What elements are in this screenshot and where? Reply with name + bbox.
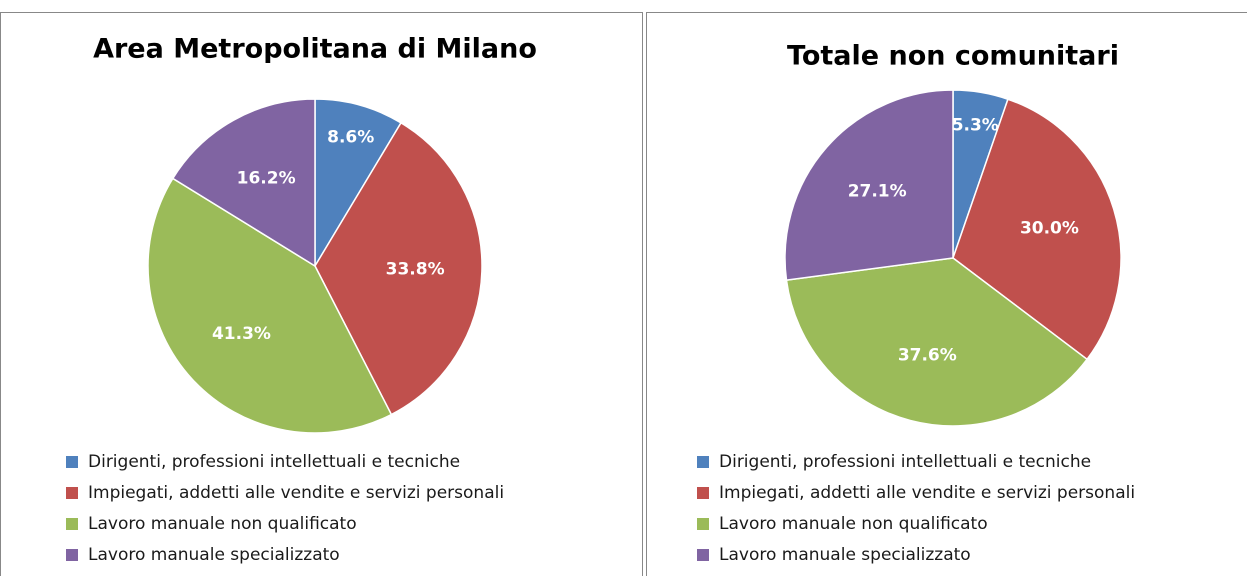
value-label: 30.0% bbox=[1020, 219, 1079, 239]
legend-swatch bbox=[697, 518, 709, 530]
legend-swatch bbox=[66, 518, 78, 530]
pie-slice bbox=[314, 98, 403, 269]
legend-label: Lavoro manuale non qualificato bbox=[88, 514, 357, 534]
legend-label: Impiegati, addetti alle vendite e serviz… bbox=[719, 483, 1135, 503]
chart-title: Totale non comunitari bbox=[787, 41, 1119, 72]
value-label: 16.2% bbox=[237, 169, 296, 189]
legend-label: Dirigenti, professioni intellettuali e t… bbox=[88, 452, 460, 472]
legend-swatch bbox=[66, 549, 78, 561]
legend-swatch bbox=[697, 456, 709, 468]
legend-swatch bbox=[66, 487, 78, 499]
pie-slice bbox=[171, 98, 316, 268]
value-label: 37.6% bbox=[898, 345, 957, 365]
chart-title: Area Metropolitana di Milano bbox=[93, 34, 537, 65]
legend-label: Lavoro manuale non qualificato bbox=[719, 514, 988, 534]
pie-slice bbox=[785, 257, 1089, 427]
value-label: 41.3% bbox=[212, 324, 271, 344]
value-label: 27.1% bbox=[848, 182, 907, 202]
pie-slice bbox=[784, 89, 954, 281]
legend-label: Lavoro manuale specializzato bbox=[719, 545, 971, 565]
legend-label: Dirigenti, professioni intellettuali e t… bbox=[719, 452, 1091, 472]
legend-swatch bbox=[66, 456, 78, 468]
pie-slice bbox=[314, 121, 483, 416]
legend-label: Lavoro manuale specializzato bbox=[88, 545, 340, 565]
legend-swatch bbox=[697, 487, 709, 499]
pie-slice bbox=[147, 177, 393, 434]
value-label: 5.3% bbox=[952, 115, 999, 135]
value-label: 33.8% bbox=[386, 259, 445, 279]
legend-swatch bbox=[697, 549, 709, 561]
pie-slice bbox=[952, 98, 1122, 361]
value-label: 8.6% bbox=[327, 127, 374, 147]
legend-label: Impiegati, addetti alle vendite e serviz… bbox=[88, 483, 504, 503]
